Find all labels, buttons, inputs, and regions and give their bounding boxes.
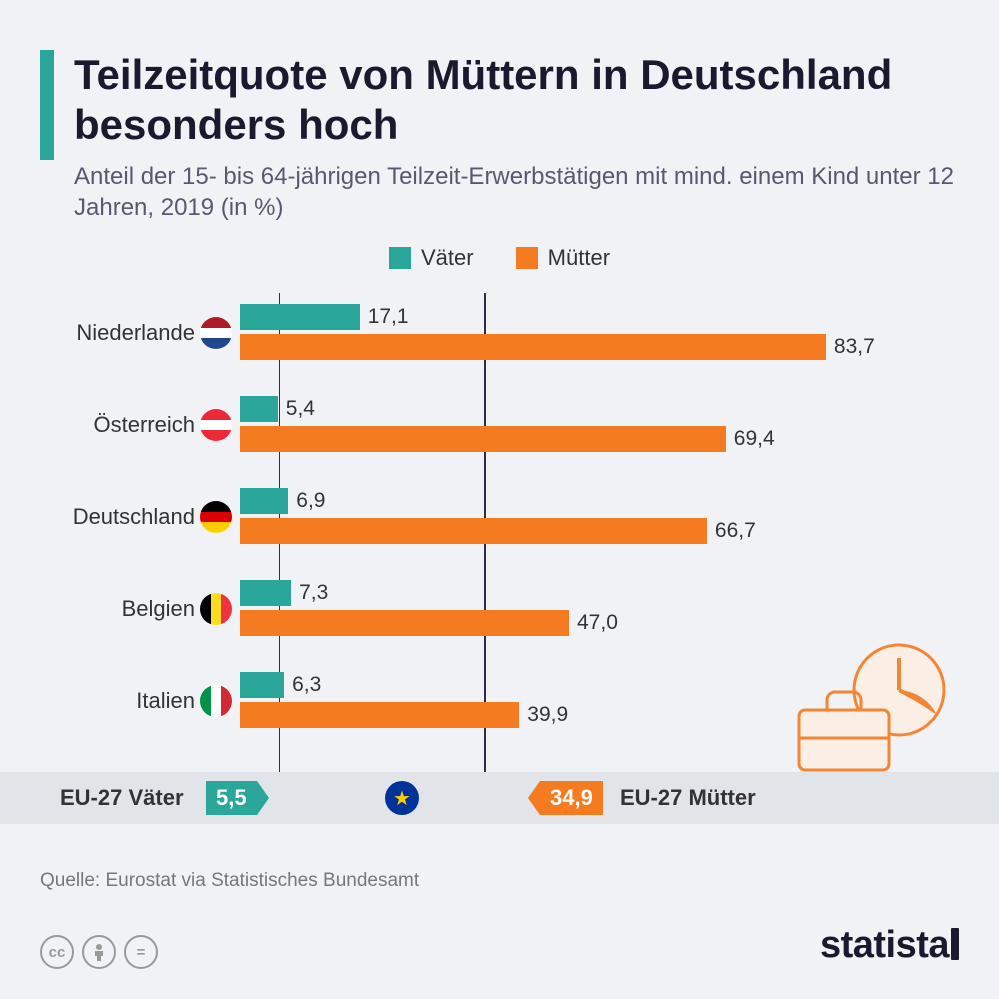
eu-vater-value: 5,5 [206, 781, 257, 815]
bar-mutter: 39,9 [240, 702, 519, 728]
bar-vater: 5,4 [240, 396, 278, 422]
bar-mutter: 69,4 [240, 426, 726, 452]
bar-vater: 6,9 [240, 488, 288, 514]
cc-icon: cc [40, 935, 74, 969]
bar-vater: 17,1 [240, 304, 360, 330]
bar-mutter-value: 69,4 [734, 427, 775, 451]
logo-text: statista [820, 924, 949, 966]
eu-mutter-label: EU-27 Mütter [620, 785, 756, 811]
bar-group: 17,1 83,7 [240, 302, 940, 364]
flag-icon [200, 501, 232, 533]
chart-row: Österreich 5,4 69,4 [40, 385, 940, 465]
cc-by-icon [82, 935, 116, 969]
title-block: Teilzeitquote von Müttern in Deutschland… [40, 50, 959, 223]
clock-briefcase-icon [789, 640, 949, 780]
chart-row: Deutschland 6,9 66,7 [40, 477, 940, 557]
chart-row: Belgien 7,3 47,0 [40, 569, 940, 649]
bar-vater-value: 6,9 [296, 489, 325, 513]
title-accent [40, 50, 54, 160]
bar-mutter-value: 47,0 [577, 611, 618, 635]
legend: Väter Mütter [40, 245, 959, 275]
eu-flag-icon: ★ [385, 781, 419, 815]
row-label: Niederlande [40, 320, 195, 346]
row-label: Belgien [40, 596, 195, 622]
bar-mutter-value: 83,7 [834, 335, 875, 359]
source-text: Quelle: Eurostat via Statistisches Bunde… [40, 870, 419, 892]
eu-vater-label: EU-27 Väter [60, 785, 184, 811]
chart-subtitle: Anteil der 15- bis 64-jährigen Teilzeit-… [74, 161, 959, 223]
bar-mutter: 83,7 [240, 334, 826, 360]
row-label: Italien [40, 688, 195, 714]
legend-mutter-label: Mütter [548, 245, 610, 271]
bar-mutter-value: 66,7 [715, 519, 756, 543]
chart-title: Teilzeitquote von Müttern in Deutschland… [74, 50, 959, 151]
bar-vater-value: 17,1 [368, 305, 409, 329]
cc-license-icons: cc = [40, 935, 158, 969]
bar-group: 5,4 69,4 [240, 394, 940, 456]
statista-logo: statista [820, 924, 959, 967]
bar-vater-value: 6,3 [292, 673, 321, 697]
swatch-mutter [516, 247, 538, 269]
bar-vater: 6,3 [240, 672, 284, 698]
bar-mutter: 66,7 [240, 518, 707, 544]
row-label: Österreich [40, 412, 195, 438]
bar-mutter: 47,0 [240, 610, 569, 636]
legend-vater-label: Väter [421, 245, 474, 271]
eu-mutter-value: 34,9 [540, 781, 603, 815]
legend-vater: Väter [389, 245, 474, 271]
cc-nd-icon: = [124, 935, 158, 969]
flag-icon [200, 685, 232, 717]
row-label: Deutschland [40, 504, 195, 530]
bar-vater-value: 5,4 [286, 397, 315, 421]
flag-icon [200, 593, 232, 625]
swatch-vater [389, 247, 411, 269]
bar-group: 6,9 66,7 [240, 486, 940, 548]
flag-icon [200, 317, 232, 349]
legend-mutter: Mütter [516, 245, 610, 271]
flag-icon [200, 409, 232, 441]
bar-group: 7,3 47,0 [240, 578, 940, 640]
chart-row: Niederlande 17,1 83,7 [40, 293, 940, 373]
bar-vater-value: 7,3 [299, 581, 328, 605]
bar-mutter-value: 39,9 [527, 703, 568, 727]
bar-vater: 7,3 [240, 580, 291, 606]
